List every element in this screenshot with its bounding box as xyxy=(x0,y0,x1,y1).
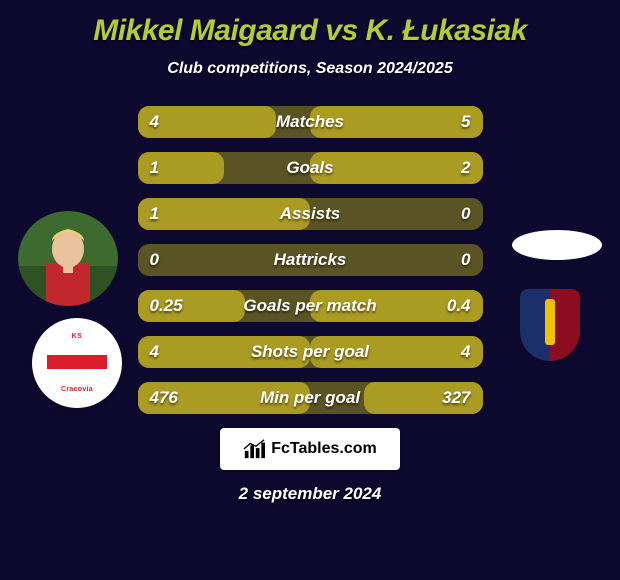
chart-bars-icon xyxy=(243,438,265,460)
subtitle: Club competitions, Season 2024/2025 xyxy=(8,60,612,78)
stat-value-right: 0.4 xyxy=(447,296,471,316)
stat-bars: 4 5 Matches 1 2 Goals 1 0 Assists 0 0 Hattricks 0.25… xyxy=(138,106,483,414)
page-title: Mikkel Maigaard vs K. Łukasiak xyxy=(8,14,612,48)
stat-bar-track: 0 0 Hattricks xyxy=(138,244,483,276)
footer-date: 2 september 2024 xyxy=(8,484,612,504)
player-left-club-logo: KS Cracovia xyxy=(32,318,122,408)
stat-row: 0.25 0.4 Goals per match xyxy=(138,290,483,322)
stat-label: Min per goal xyxy=(260,388,360,408)
cracovia-flag-icon xyxy=(47,340,107,384)
player-right-photo xyxy=(512,230,602,260)
stat-value-left: 476 xyxy=(150,388,178,408)
stat-value-right: 2 xyxy=(461,158,470,178)
stat-value-right: 5 xyxy=(461,112,470,132)
player-right-club-logo xyxy=(507,282,592,367)
stats-area: KS Cracovia 4 5 Matches 1 2 Goals 1 0 Assists 0 0 H… xyxy=(8,106,612,414)
pogon-shield-icon xyxy=(520,289,580,361)
stat-value-left: 4 xyxy=(150,112,159,132)
stat-bar-right-fill xyxy=(310,152,483,184)
stat-row: 476 327 Min per goal xyxy=(138,382,483,414)
stat-value-left: 1 xyxy=(150,204,159,224)
comparison-infographic: Mikkel Maigaard vs K. Łukasiak Club comp… xyxy=(0,0,620,580)
stat-label: Matches xyxy=(276,112,344,132)
stat-value-left: 0.25 xyxy=(150,296,183,316)
stat-row: 0 0 Hattricks xyxy=(138,244,483,276)
stat-value-right: 327 xyxy=(442,388,470,408)
stat-bar-track: 4 4 Shots per goal xyxy=(138,336,483,368)
player-left-photo xyxy=(18,211,118,306)
stat-label: Hattricks xyxy=(274,250,347,270)
stat-value-left: 0 xyxy=(150,250,159,270)
brand-text: FcTables.com xyxy=(271,440,377,458)
stat-bar-track: 1 2 Goals xyxy=(138,152,483,184)
stat-value-left: 1 xyxy=(150,158,159,178)
stat-value-left: 4 xyxy=(150,342,159,362)
brand-logo: FcTables.com xyxy=(220,428,400,470)
stat-bar-track: 0.25 0.4 Goals per match xyxy=(138,290,483,322)
stat-row: 4 5 Matches xyxy=(138,106,483,138)
stat-row: 1 0 Assists xyxy=(138,198,483,230)
stat-value-right: 0 xyxy=(461,204,470,224)
stat-value-right: 0 xyxy=(461,250,470,270)
stat-label: Goals per match xyxy=(243,296,376,316)
stat-bar-track: 4 5 Matches xyxy=(138,106,483,138)
club-left-ks: KS xyxy=(47,333,107,340)
stat-bar-track: 1 0 Assists xyxy=(138,198,483,230)
stat-label: Assists xyxy=(280,204,340,224)
club-left-name: Cracovia xyxy=(47,386,107,393)
stat-row: 4 4 Shots per goal xyxy=(138,336,483,368)
stat-row: 1 2 Goals xyxy=(138,152,483,184)
stat-label: Shots per goal xyxy=(251,342,369,362)
stat-value-right: 4 xyxy=(461,342,470,362)
stat-bar-track: 476 327 Min per goal xyxy=(138,382,483,414)
stat-label: Goals xyxy=(286,158,333,178)
